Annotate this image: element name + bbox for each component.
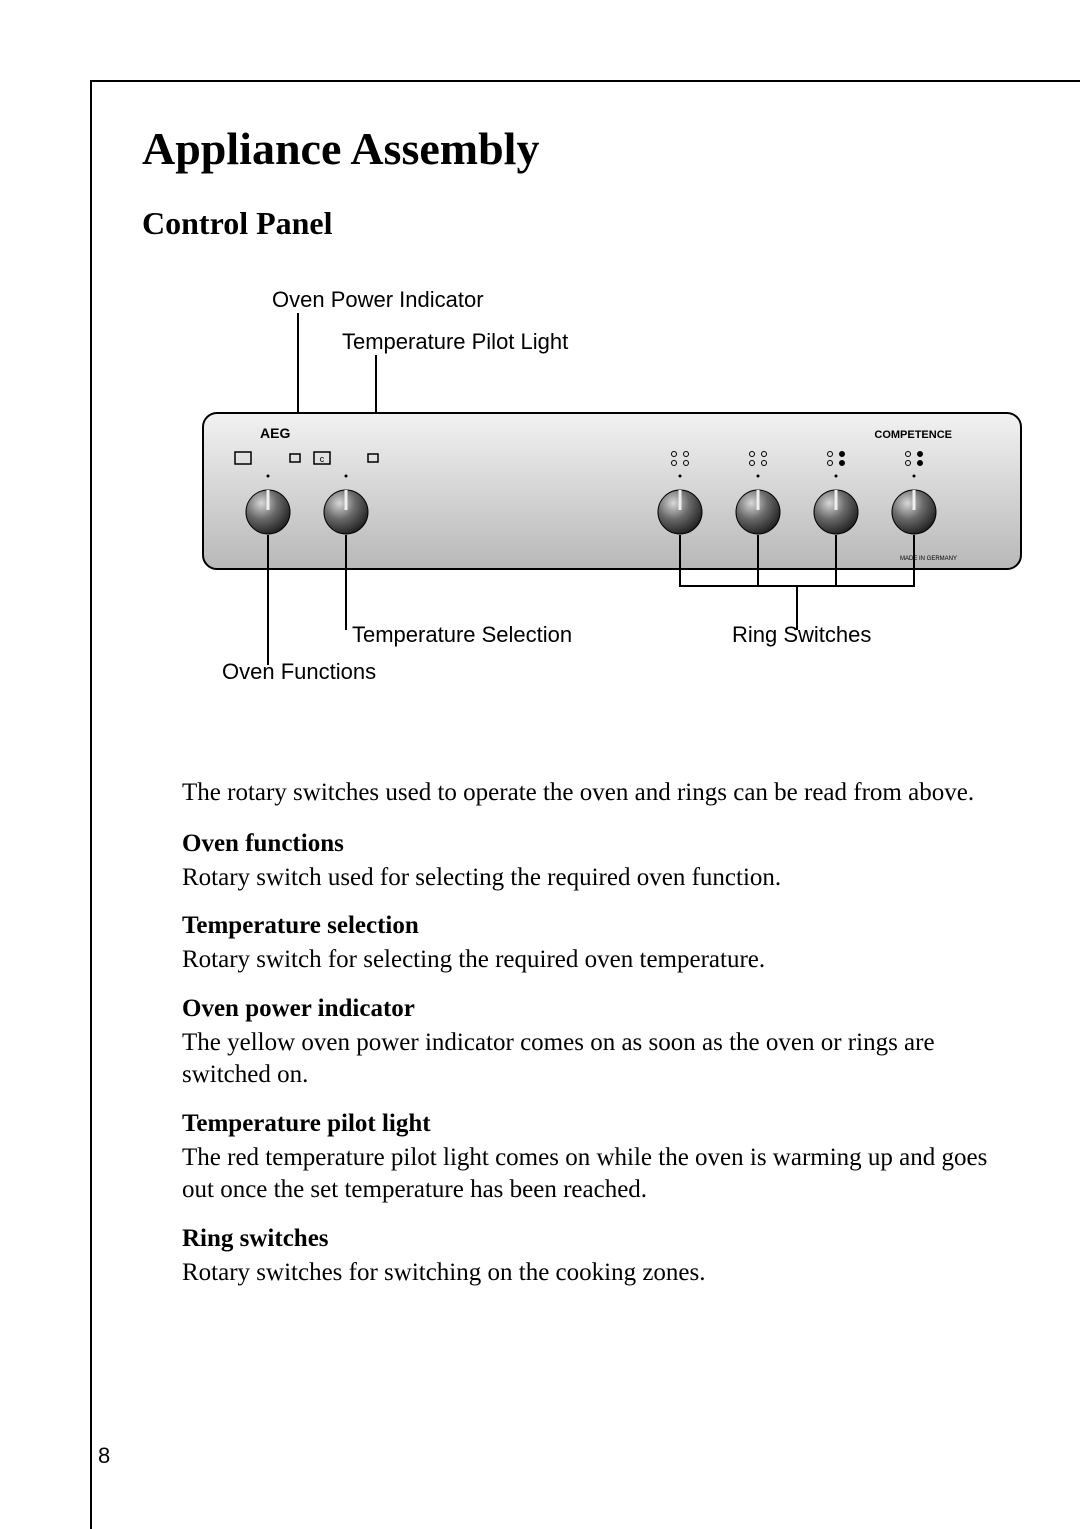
knob-temperature-selection	[324, 490, 368, 534]
section-temperature-selection: Temperature selection Rotary switch for …	[182, 912, 1000, 977]
section-oven-power-indicator: Oven power indicator The yellow oven pow…	[182, 995, 1000, 1092]
made-in-label: MADE IN GERMANY	[900, 556, 957, 562]
section-title: Oven functions	[182, 830, 1000, 858]
callout-oven-power-indicator: Oven Power Indicator	[272, 287, 484, 313]
callout-oven-functions: Oven Functions	[222, 659, 376, 685]
callout-ring-switches: Ring Switches	[732, 622, 871, 648]
leader-line	[757, 535, 759, 585]
brand-left: AEG	[260, 425, 290, 441]
section-ring-switches: Ring switches Rotary switches for switch…	[182, 1225, 1000, 1290]
knob-oven-functions	[246, 490, 290, 534]
page: Appliance Assembly Control Panel Oven Po…	[0, 0, 1080, 1529]
section-title: Temperature pilot light	[182, 1110, 1000, 1138]
knob-ring-4	[892, 490, 936, 534]
page-number: 8	[98, 1443, 110, 1469]
leader-line	[835, 535, 837, 585]
knob-ring-1	[658, 490, 702, 534]
control-panel-diagram: Oven Power Indicator Temperature Pilot L…	[202, 287, 1022, 737]
control-panel-svg: AEG COMPETENCE MADE IN GERMANY c	[202, 412, 1022, 570]
leader-line	[913, 535, 915, 585]
section-temperature-pilot-light: Temperature pilot light The red temperat…	[182, 1110, 1000, 1207]
leader-line	[345, 535, 347, 630]
svg-text:c: c	[320, 454, 325, 464]
knob-ring-2	[736, 490, 780, 534]
leader-line	[267, 535, 269, 665]
section-body: Rotary switches for switching on the coo…	[182, 1257, 1000, 1290]
section-heading: Control Panel	[142, 205, 1000, 242]
section-oven-functions: Oven functions Rotary switch used for se…	[182, 830, 1000, 895]
content-frame: Appliance Assembly Control Panel Oven Po…	[90, 80, 1080, 1529]
section-body: Rotary switch for selecting the required…	[182, 944, 1000, 977]
callout-temperature-selection: Temperature Selection	[352, 622, 572, 648]
intro-paragraph: The rotary switches used to operate the …	[182, 777, 1000, 810]
page-title: Appliance Assembly	[142, 122, 1000, 175]
section-title: Oven power indicator	[182, 995, 1000, 1023]
leader-line	[679, 535, 681, 585]
section-title: Temperature selection	[182, 912, 1000, 940]
section-body: The yellow oven power indicator comes on…	[182, 1027, 1000, 1092]
section-body: Rotary switch used for selecting the req…	[182, 862, 1000, 895]
knob-ring-3	[814, 490, 858, 534]
callout-temperature-pilot-light: Temperature Pilot Light	[342, 329, 568, 355]
section-body: The red temperature pilot light comes on…	[182, 1142, 1000, 1207]
section-title: Ring switches	[182, 1225, 1000, 1253]
brand-right: COMPETENCE	[874, 429, 952, 441]
